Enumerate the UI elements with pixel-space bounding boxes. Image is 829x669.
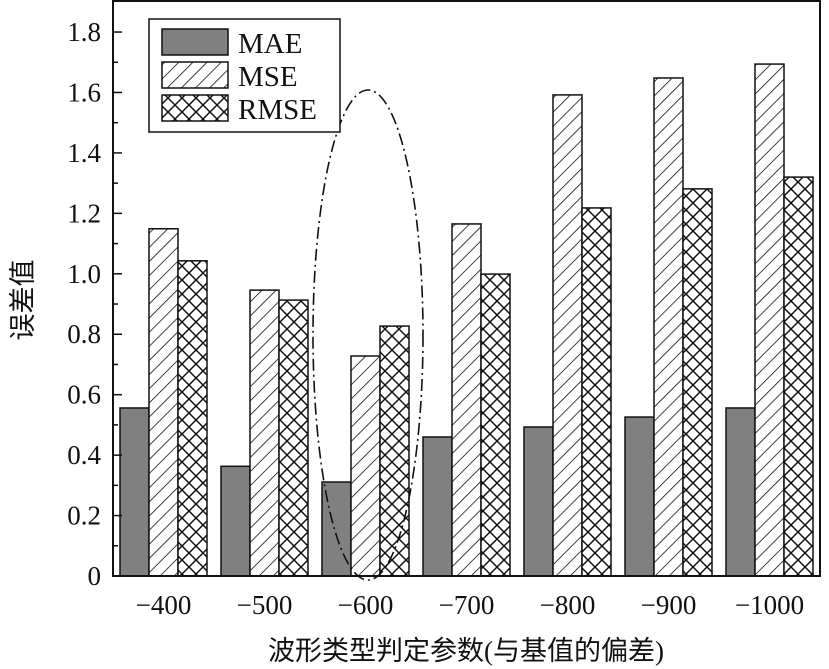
y-tick-label: 0.8 (67, 319, 101, 349)
bar-rmse--600 (379, 325, 410, 577)
legend-label-rmse: RMSE (238, 94, 317, 126)
x-tick-label: −600 (338, 590, 394, 620)
bar-rmse--700 (480, 273, 511, 577)
x-tick-label: −400 (136, 590, 192, 620)
bar-rmse--800 (581, 207, 612, 577)
legend-swatch-mae (161, 28, 229, 56)
x-tick-label: −900 (641, 590, 697, 620)
x-tick-label: −800 (540, 590, 596, 620)
bar-mse--800 (552, 94, 583, 577)
bar-rmse--400 (177, 260, 208, 577)
y-tick-label: 0.6 (67, 380, 101, 410)
highlight-ellipse (312, 89, 424, 581)
bar-rmse--1000 (783, 176, 814, 577)
bar-mae--900 (624, 416, 655, 577)
x-tick-label: −1000 (735, 590, 804, 620)
bar-mse--500 (249, 289, 280, 577)
y-tick-label: 1.0 (67, 259, 101, 289)
legend-label-mae: MAE (238, 28, 302, 60)
bar-mse--400 (148, 228, 179, 577)
bar-rmse--500 (278, 299, 309, 577)
plot-frame (112, 0, 821, 577)
x-tick-label: −500 (237, 590, 293, 620)
bar-rmse--900 (682, 188, 713, 577)
bar-mse--900 (653, 77, 684, 577)
legend-label-mse: MSE (238, 61, 298, 93)
bar-mse--700 (451, 223, 482, 577)
bar-mae--800 (523, 426, 554, 577)
bar-mse--1000 (754, 63, 785, 577)
bar-mse--600 (350, 355, 381, 577)
legend-swatch-mse (161, 61, 229, 89)
y-tick-label: 1.8 (67, 17, 101, 47)
bar-mae--500 (220, 465, 251, 577)
y-tick-label: 1.2 (67, 198, 101, 228)
y-tick-label: 1.4 (67, 138, 101, 168)
legend-swatch-rmse (161, 94, 229, 122)
y-tick-label: 0.4 (67, 440, 101, 470)
bar-mae--700 (422, 436, 453, 577)
x-axis-title: 波形类型判定参数(与基值的偏差) (268, 636, 664, 666)
y-tick-label: 0.2 (67, 501, 101, 531)
y-tick-label: 0 (88, 561, 102, 591)
bar-mae--1000 (725, 407, 756, 577)
y-axis-title: 误差值 (8, 260, 38, 341)
y-tick-label: 1.6 (67, 77, 101, 107)
bar-mae--400 (119, 407, 150, 577)
x-tick-label: −700 (439, 590, 495, 620)
